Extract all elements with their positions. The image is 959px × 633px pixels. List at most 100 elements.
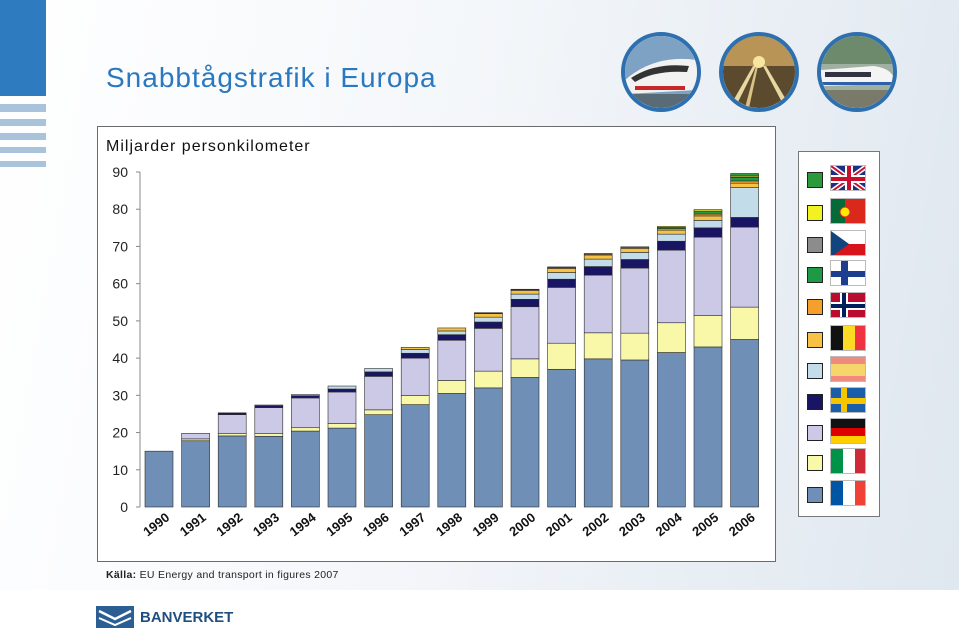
bar-segment-sweden	[620, 259, 650, 269]
bar-segment-italy	[730, 306, 759, 340]
bar-segment-sweden	[657, 240, 686, 251]
legend-swatch	[807, 237, 823, 253]
bar-segment-germany	[181, 432, 210, 440]
bar-segment-italy	[291, 427, 320, 432]
accent-stripe	[0, 104, 46, 112]
czech-flag-icon	[830, 230, 866, 256]
bar-segment-france	[657, 352, 686, 508]
bar-segment-germany	[730, 226, 759, 308]
bar-segment-france	[620, 359, 650, 508]
x-tick-label: 1995	[323, 510, 355, 540]
bar-segment-spain	[400, 349, 430, 354]
bar-segment-germany	[400, 357, 430, 396]
bar-segment-france	[181, 440, 210, 508]
y-tick-label: 40	[112, 350, 128, 366]
bar-segment-germany	[510, 306, 540, 360]
x-tick-label: 1990	[140, 510, 172, 540]
bar-segment-portugal	[657, 226, 686, 228]
x-tick-label: 2001	[543, 510, 575, 540]
bar-segment-germany	[693, 236, 723, 316]
bar-segment-sweden	[437, 334, 467, 341]
bar-segment-finland	[730, 177, 759, 182]
bar-segment-united-kingdom	[730, 173, 759, 176]
finland-flag-icon	[830, 260, 866, 286]
x-tick-label: 1991	[177, 510, 209, 540]
accent-stripe	[0, 147, 46, 153]
source-label: Källa:	[106, 569, 137, 581]
bar-segment-spain	[730, 187, 759, 218]
bar-segment-portugal	[693, 209, 723, 212]
bar-segment-belgium	[693, 215, 723, 221]
legend-swatch	[807, 455, 823, 471]
legend-swatch	[807, 332, 823, 348]
legend-item-portugal	[799, 198, 881, 226]
bar-segment-spain	[657, 233, 686, 242]
y-tick-label: 30	[112, 387, 128, 403]
bar-segment-italy	[547, 342, 576, 370]
legend-item-italy	[799, 448, 881, 476]
y-tick-label: 80	[112, 201, 128, 217]
legend-item-germany	[799, 418, 881, 446]
bar-segment-sweden	[693, 227, 723, 238]
bar-segment-france	[730, 339, 759, 508]
bar-segment-belgium	[583, 254, 613, 260]
x-tick-label: 2003	[616, 510, 648, 540]
bar-segment-belgium	[730, 182, 759, 188]
bar-segment-finland	[510, 288, 540, 291]
bar-segment-belgium	[437, 327, 467, 332]
bar-segment-france	[437, 393, 467, 508]
bar-segment-spain	[327, 385, 357, 390]
bar-segment-spain	[437, 330, 467, 335]
x-tick-label: 1996	[360, 510, 392, 540]
legend-swatch	[807, 299, 823, 315]
legend-item-france	[799, 480, 881, 508]
bar-segment-spain	[364, 368, 393, 373]
y-tick-label: 50	[112, 313, 128, 329]
bar-segment-italy	[400, 395, 430, 405]
legend-item-norway	[799, 292, 881, 320]
bar-segment-italy	[327, 423, 357, 429]
bar-segment-spain	[291, 394, 320, 397]
accent-stripe	[0, 133, 46, 140]
x-tick-label: 2002	[579, 510, 611, 540]
legend-swatch	[807, 205, 823, 221]
legend-item-belgium	[799, 325, 881, 353]
bar-segment-italy	[474, 370, 503, 389]
bar-segment-spain	[693, 220, 723, 229]
bar-segment-germany	[437, 339, 467, 381]
bar-segment-italy	[693, 315, 723, 348]
bar-segment-sweden	[217, 412, 247, 415]
banverket-logo-text: BANVERKET	[140, 609, 234, 626]
uk-flag-icon	[830, 165, 866, 191]
bar-segment-france	[254, 435, 284, 508]
bar-segment-france	[547, 368, 576, 508]
legend-swatch	[807, 394, 823, 410]
tgv-train-front-photo	[621, 32, 701, 112]
bar-segment-sweden	[291, 395, 320, 399]
chart-title: Miljarder personkilometer	[106, 138, 311, 155]
sweden-flag-icon	[830, 387, 866, 413]
bar-segment-italy	[510, 358, 540, 378]
x-tick-label: 1994	[287, 509, 320, 539]
bar-segment-sweden	[327, 388, 357, 393]
x-tick-label: 1999	[470, 510, 502, 540]
bar-segment-germany	[474, 328, 503, 372]
bar-segment-germany	[327, 391, 357, 424]
bar-segment-sweden	[474, 321, 503, 329]
bar-segment-germany	[547, 287, 576, 344]
bar-segment-finland	[474, 312, 503, 314]
legend-swatch	[807, 425, 823, 441]
norway-flag-icon	[830, 292, 866, 318]
source-note: Källa: EU Energy and transport in figure…	[106, 569, 339, 581]
legend-swatch	[807, 267, 823, 283]
bar-segment-france	[693, 346, 723, 508]
france-flag-icon	[830, 480, 866, 506]
rail-tracks-sunset-photo	[719, 32, 799, 112]
bar-segment-italy	[254, 433, 284, 437]
y-tick-label: 20	[112, 425, 128, 441]
bar-segment-france	[144, 450, 174, 508]
x-tick-label: 1992	[213, 510, 245, 540]
bar-segment-belgium	[474, 313, 503, 318]
y-tick-label: 70	[112, 238, 128, 254]
